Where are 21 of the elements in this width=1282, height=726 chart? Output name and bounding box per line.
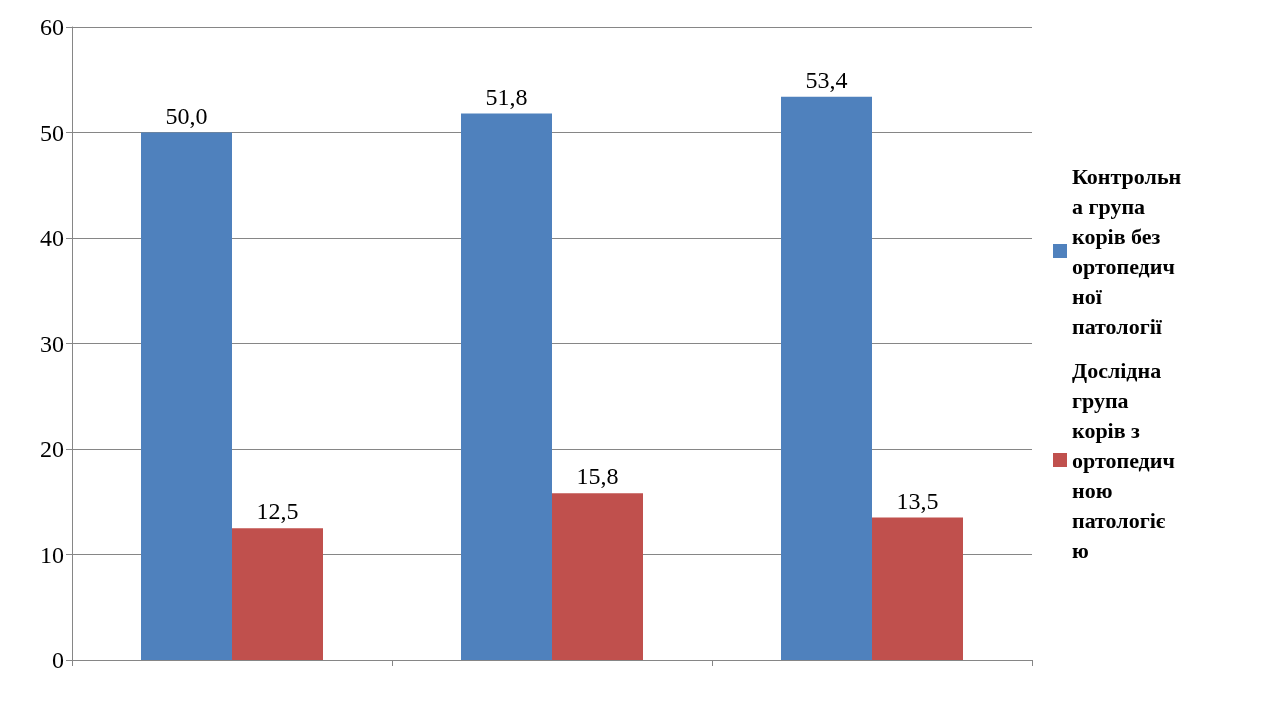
y-tick-label: 40	[40, 225, 64, 251]
y-tick-label: 20	[40, 436, 64, 462]
y-tick-label: 10	[40, 541, 64, 568]
y-tick-label: 50	[40, 119, 64, 146]
data-label: 15,8	[576, 463, 619, 490]
data-label: 12,5	[256, 498, 299, 525]
bar	[552, 493, 643, 660]
y-tick-label: 60	[40, 14, 64, 40]
legend-label: Контрольна група корів без ортопедичної патології	[1072, 163, 1182, 339]
data-label: 13,5	[896, 487, 939, 514]
legend-label: Дослідна група корів з ортопедичною патологією	[1072, 357, 1175, 563]
data-label: 51,8	[485, 83, 528, 110]
bar	[781, 96, 872, 660]
bar	[461, 113, 552, 660]
y-tick-label: 30	[40, 330, 64, 357]
bar	[872, 517, 963, 660]
data-label: 50,0	[165, 102, 208, 129]
bar	[232, 528, 323, 660]
data-label: 53,4	[805, 66, 848, 93]
y-tick-label: 0	[52, 647, 64, 673]
bar	[141, 132, 232, 660]
